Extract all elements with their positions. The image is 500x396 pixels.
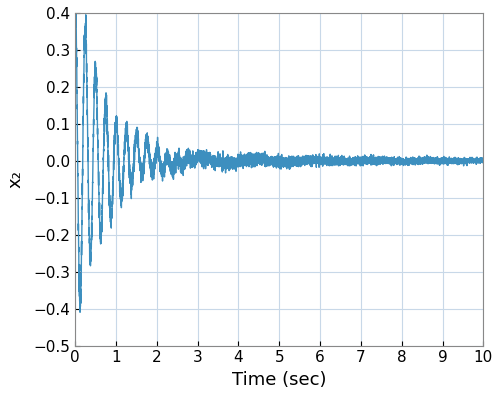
- X-axis label: Time (sec): Time (sec): [232, 371, 326, 389]
- Y-axis label: x₂: x₂: [7, 170, 25, 188]
